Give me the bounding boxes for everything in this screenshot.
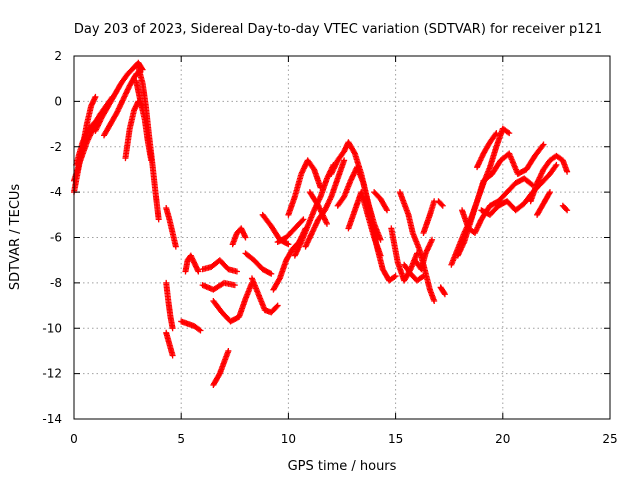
data-point	[420, 273, 427, 280]
data-point	[169, 325, 176, 332]
data-point	[506, 130, 513, 137]
data-point	[493, 130, 500, 137]
data-point	[504, 129, 511, 136]
x-tick-label: 15	[388, 432, 403, 446]
data-point	[341, 157, 348, 164]
data-point	[546, 189, 553, 196]
data-point	[351, 149, 358, 156]
data-point	[539, 142, 546, 149]
data-point	[553, 161, 560, 168]
x-tick-label: 20	[495, 432, 510, 446]
data-point	[92, 93, 99, 100]
x-tick-label: 0	[70, 432, 78, 446]
data-point	[392, 273, 399, 280]
y-tick-label: -2	[50, 140, 62, 154]
data-point	[299, 217, 306, 224]
data-point	[431, 298, 438, 305]
data-point	[384, 207, 391, 214]
y-tick-label: -8	[50, 276, 62, 290]
data-point	[196, 326, 203, 333]
data-point	[274, 302, 281, 309]
data-point	[429, 236, 436, 243]
data-point	[273, 303, 280, 310]
data-point	[563, 206, 570, 213]
y-tick-label: 2	[54, 49, 62, 63]
data-point	[564, 207, 571, 214]
data-point	[285, 241, 292, 248]
grid	[74, 56, 610, 419]
data-point	[323, 220, 330, 227]
data-point	[195, 268, 202, 275]
data-point	[492, 131, 499, 138]
x-tick-label: 25	[602, 432, 617, 446]
data-point	[438, 201, 445, 208]
axis-ticks: 0 5 10 15 20 25 -14 -12 -10 -8 -6 -4 -2 0 2	[42, 49, 617, 446]
data-point	[300, 216, 307, 223]
data-point	[439, 202, 446, 209]
data-point	[268, 270, 275, 277]
data-point	[377, 236, 384, 243]
data-point	[225, 347, 232, 354]
data-point	[231, 282, 238, 289]
data-point	[564, 168, 571, 175]
data-point	[546, 190, 553, 197]
data-point	[540, 141, 547, 148]
data-point	[383, 206, 390, 213]
y-tick-label: -6	[50, 231, 62, 245]
data-point	[242, 234, 249, 241]
x-axis-label: GPS time / hours	[288, 459, 397, 474]
data-point	[216, 371, 223, 378]
data-point	[552, 163, 559, 170]
data-point	[441, 291, 448, 298]
data-point	[155, 216, 162, 223]
data-point	[419, 273, 426, 280]
data-point	[276, 276, 283, 283]
y-tick-label: -4	[50, 185, 62, 199]
data-point	[172, 243, 179, 250]
y-tick-label: -14	[42, 412, 62, 426]
data-point	[169, 352, 176, 359]
data-point	[441, 290, 448, 297]
data-point	[377, 252, 384, 259]
data-point	[197, 327, 204, 334]
y-axis-label: SDTVAR / TECUs	[8, 184, 23, 291]
x-tick-label: 5	[177, 432, 185, 446]
y-tick-label: -10	[42, 321, 62, 335]
data-point	[528, 181, 535, 188]
x-tick-label: 10	[281, 432, 296, 446]
data-point	[233, 268, 240, 275]
y-tick-label: -12	[42, 367, 62, 381]
y-tick-label: 0	[54, 94, 62, 108]
chart-title: Day 203 of 2023, Sidereal Day-to-day VTE…	[74, 22, 602, 37]
data-point	[148, 157, 155, 164]
data-series	[71, 59, 571, 388]
data-point	[391, 273, 398, 280]
